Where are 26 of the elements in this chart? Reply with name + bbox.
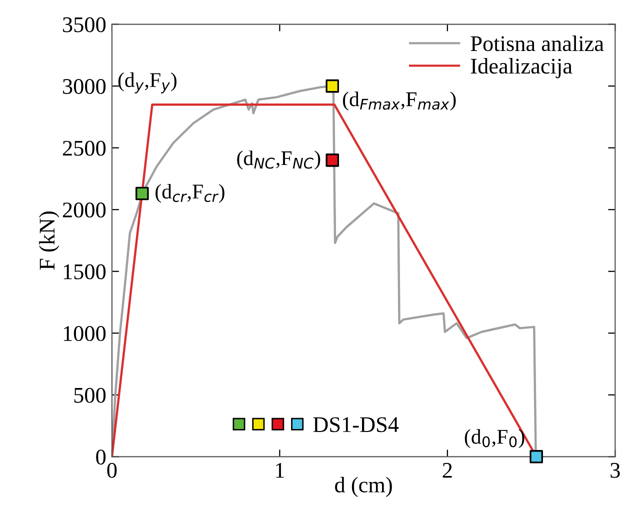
y-tick-label: 0	[96, 450, 106, 465]
point	[326, 79, 340, 93]
legend-label: DS1-DS4	[313, 417, 399, 432]
annotation: (d$_{cr}$,F$_{cr}$)	[156, 184, 224, 203]
annotation: (d$_{0}$,F$_{0}$)	[464, 429, 524, 448]
annotation: (d$_{NC}$,F$_{NC}$)	[237, 150, 320, 170]
y-tick-label: 1500	[64, 264, 106, 280]
x-tick-label: 3	[610, 462, 620, 478]
point	[530, 450, 543, 464]
x-axis-title: d (cm)	[335, 476, 392, 497]
x-tick-label: 1	[276, 462, 284, 478]
legend-label: Potisna analiza	[470, 36, 604, 52]
annotation: (d$_{y}$,F$_{y}$)	[118, 72, 176, 94]
point	[326, 154, 340, 167]
legend-label: Idealizacija	[470, 58, 572, 78]
x-tick-label: 0	[107, 462, 117, 478]
y-tick-label: 2000	[62, 202, 106, 218]
y-tick-label: 1000	[64, 326, 106, 342]
y-tick-label: 500	[74, 388, 106, 403]
x-tick-label: 2	[442, 462, 452, 478]
y-tick-label: 3500	[63, 17, 106, 32]
y-tick-label: 2500	[62, 140, 106, 156]
y-tick-label: 3000	[63, 78, 106, 94]
annotation: (d$_{Fmax}$,F$_{max}$)	[343, 92, 456, 111]
y-axis-title: F (kN)	[39, 212, 60, 270]
point	[136, 186, 149, 200]
